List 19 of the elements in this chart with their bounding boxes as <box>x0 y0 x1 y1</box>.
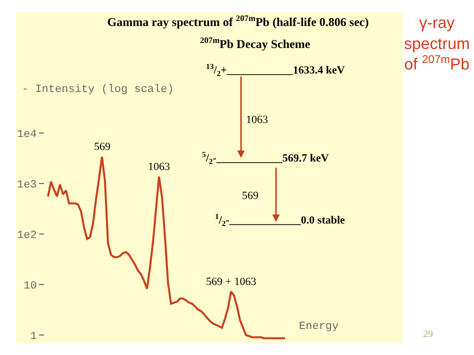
text: 29 <box>423 329 433 340</box>
annotation: $^{5}$/$_{2}$-____________569.7 keV <box>202 150 329 166</box>
annotation: 1063 <box>148 161 170 173</box>
chart-title: Gamma ray spectrum of $^{207m}$Pb (half-life 0.806 sec) <box>107 14 369 30</box>
y-tick-label: 1e3 <box>16 179 37 192</box>
y-tick-label: 1 <box>30 331 38 344</box>
annotation: 569 <box>242 190 259 202</box>
text: $^{207m}$Pb Decay Scheme <box>200 36 311 52</box>
annotation: $^{1}$/$_{2}$-_____________0.0 stable <box>215 212 346 228</box>
y-tick-label: 1e2 <box>16 230 37 242</box>
text: γ-ray spectrum of $^{207m}$Pb <box>404 15 470 74</box>
text: $^{13}$/$_{2}$+____________1633.4 keV <box>206 62 345 78</box>
y-tick-label: 10 <box>24 280 37 292</box>
annotation: 569 + 1063 <box>206 276 257 288</box>
y-axis-title: - Intensity (log scale) <box>22 84 174 96</box>
annotation: 569 <box>94 141 111 153</box>
text: 1063 <box>246 114 268 126</box>
y-tick-label: 1e4 <box>16 128 38 141</box>
x-axis-title: Energy <box>299 321 340 333</box>
